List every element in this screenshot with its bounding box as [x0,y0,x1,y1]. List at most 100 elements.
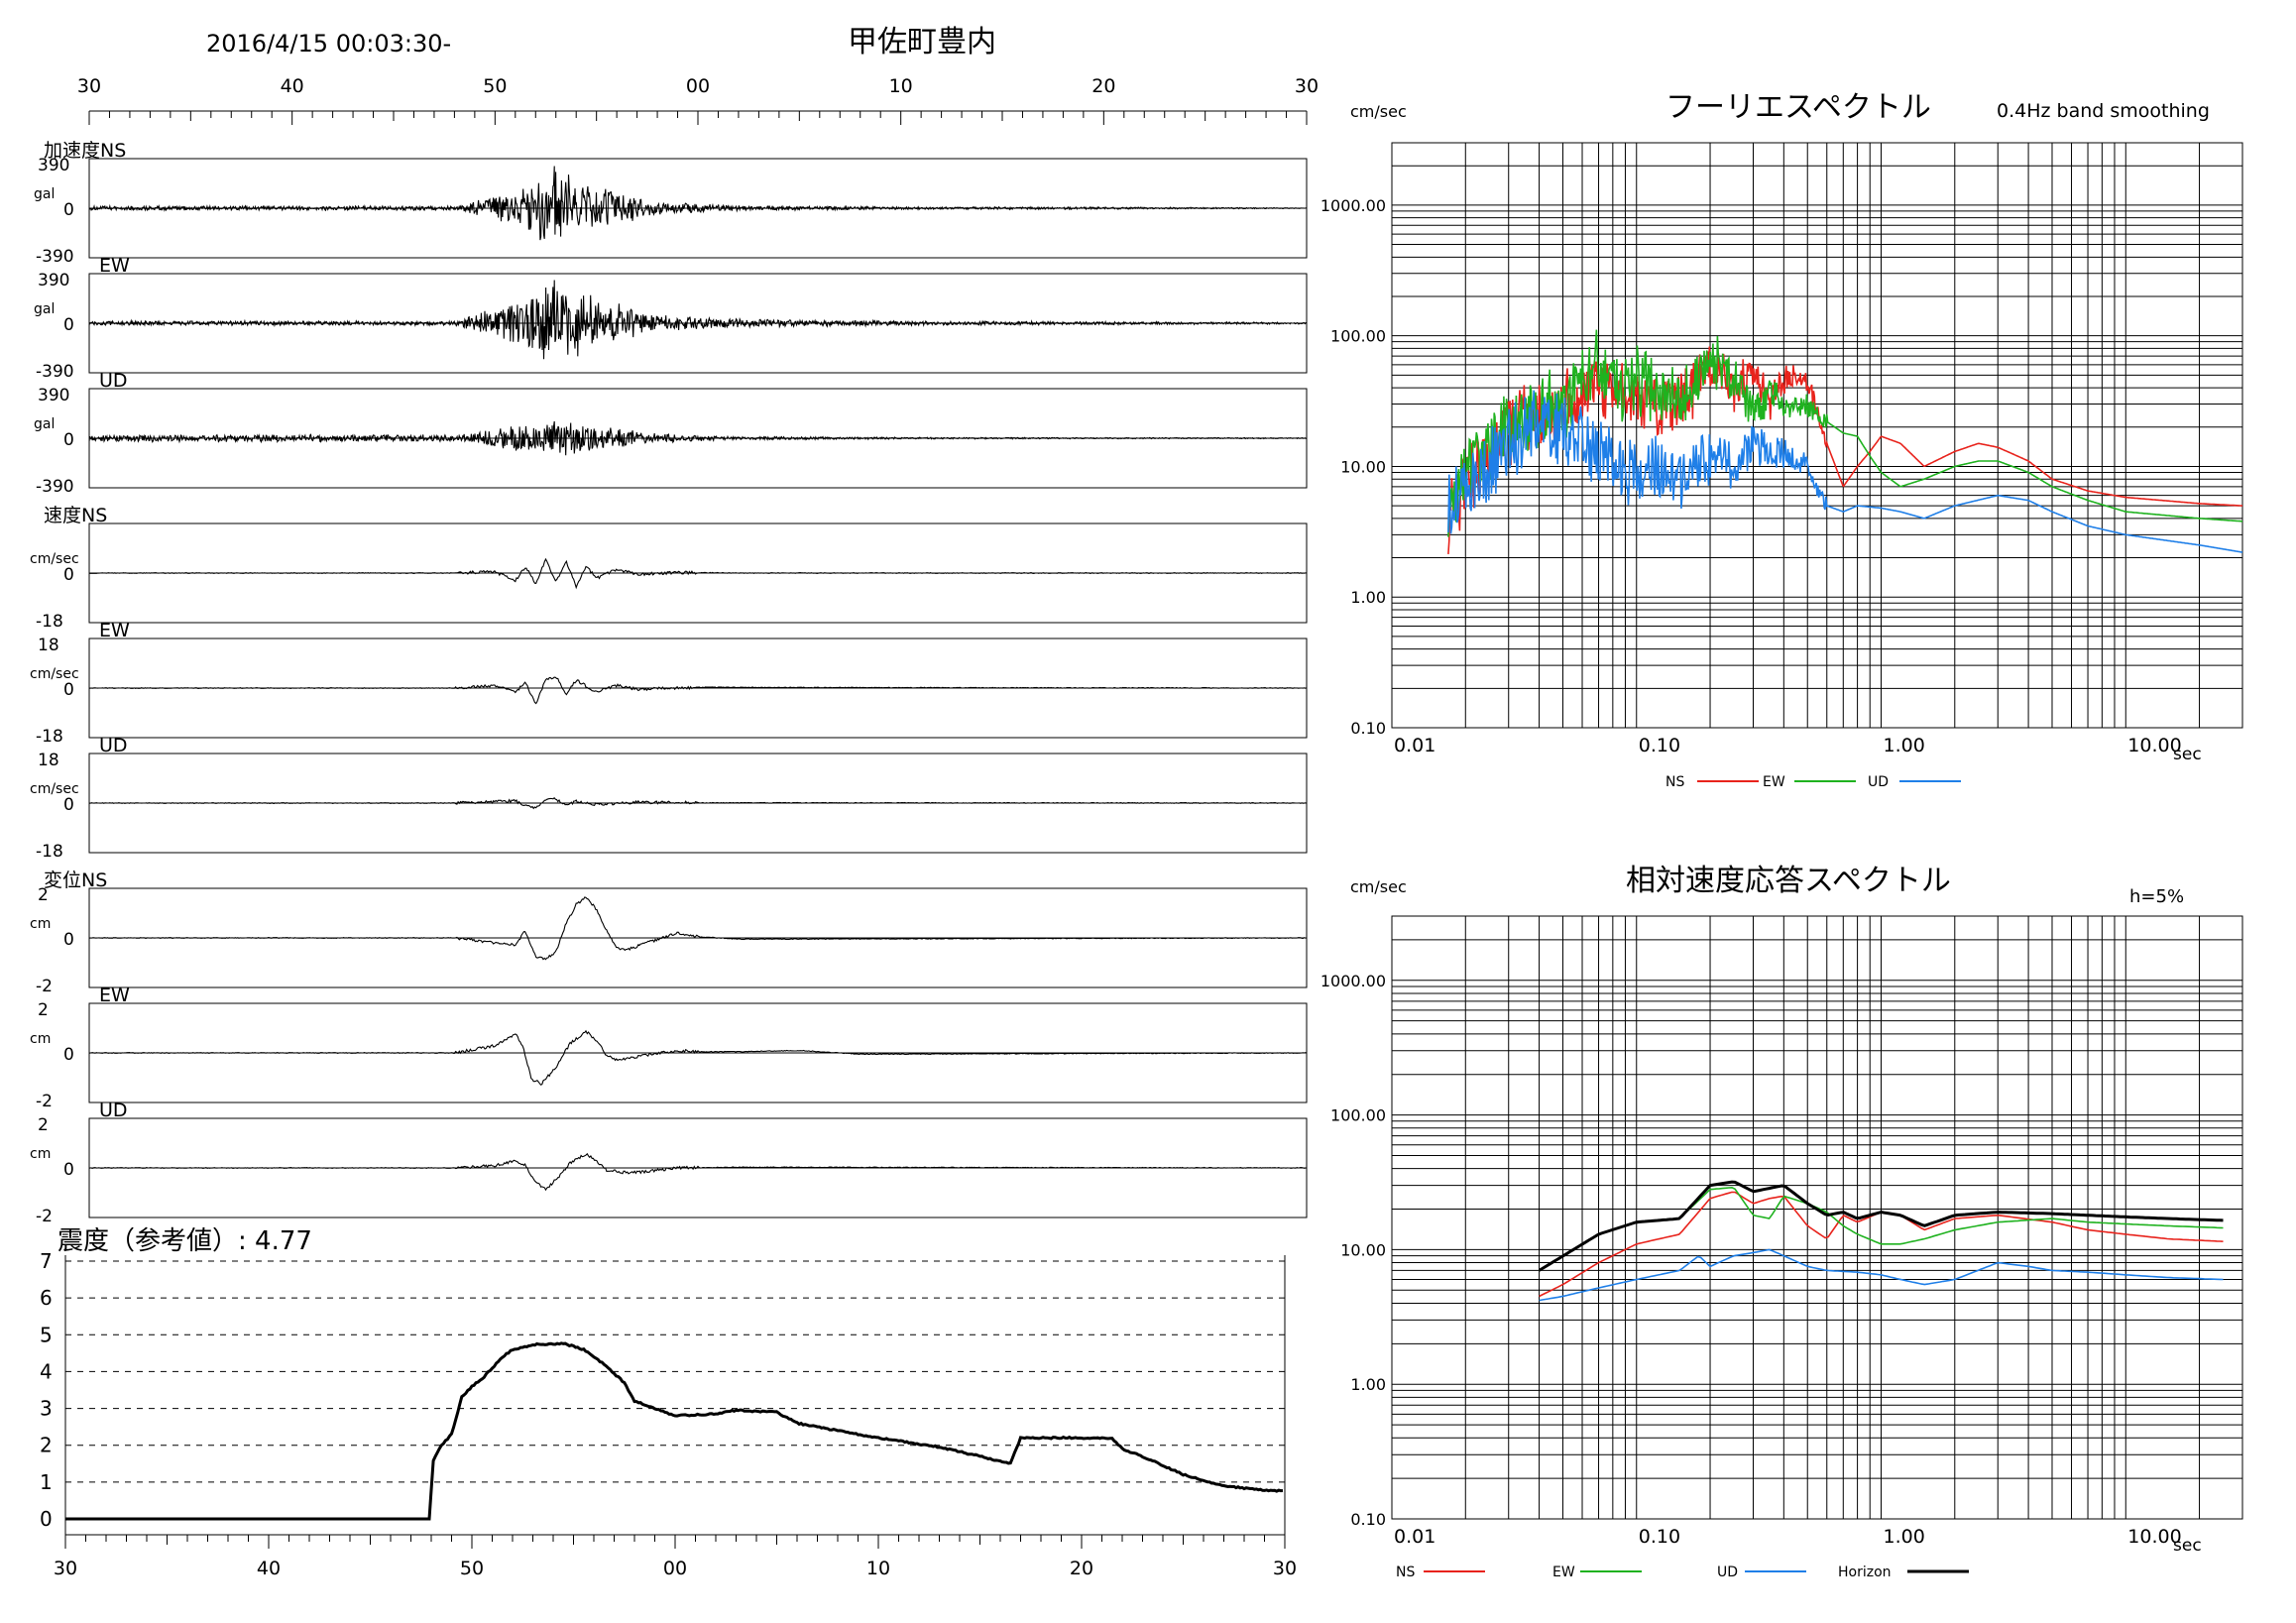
fourier-note: 0.4Hz band smoothing [1997,100,2210,122]
waveform-panel-6: UD 18 0 -18 cm/sec [30,735,1308,862]
waveform-zero-label: 0 [63,430,74,450]
intensity-y-label: 3 [40,1397,53,1421]
spectrum-x-label: 10.00 [2127,735,2181,756]
waveform-trace [88,1029,1308,1086]
waveform-ymin-label: -18 [36,727,63,747]
spectrum-x-label: 0.01 [1394,1526,1435,1548]
spectrum-x-label: 1.00 [1884,735,1925,756]
waveform-unit-label: cm [30,1031,51,1047]
intensity-x-label: 00 [663,1558,687,1579]
legend-label-ud: UD [1717,1565,1738,1580]
waveform-unit-label: cm/sec [30,551,79,567]
waveform-component-label: 変位NS [44,869,107,891]
spectrum-x-label: 0.10 [1639,1526,1680,1548]
intensity-y-label: 0 [40,1507,53,1531]
waveform-zero-label: 0 [63,565,74,585]
spectrum-y-label: 1.00 [1350,588,1386,607]
waveform-unit-label: gal [34,301,55,317]
waveform-ymin-label: -2 [36,977,53,996]
waveform-panel-4: 速度NS 0 -18 cm/sec [30,505,1308,632]
fourier-y-unit: cm/sec [1350,102,1407,121]
legend-label-ud: UD [1868,774,1889,790]
top-time-axis: 30 40 50 00 10 20 30 [77,75,1319,125]
spectrum-series-horizon [1538,1180,2224,1272]
waveform-trace [88,797,1308,810]
spectrum-series-ud [1539,1248,2224,1302]
top-axis-label: 20 [1091,75,1115,97]
spectrum-y-label: 1000.00 [1320,196,1386,215]
waveform-trace [88,896,1307,961]
top-axis-label: 30 [1295,75,1319,97]
intensity-y-label: 2 [40,1434,53,1457]
waveform-trace [88,1152,1308,1192]
waveform-ymax-label: 18 [38,751,59,770]
spectrum-y-label: 100.00 [1330,1106,1386,1125]
fourier-spectrum-chart: 0.10 1.00 10.00 100.00 1000.00 0.01 0.10 1.00 10… [1320,142,2243,790]
waveform-unit-label: cm [30,1146,51,1162]
waveform-ymax-label: 2 [38,1115,49,1135]
waveform-component-label: EW [99,985,130,1006]
spectrum-x-unit: sec [2173,1536,2202,1556]
waveform-trace [88,166,1308,241]
waveform-trace [88,280,1308,360]
waveform-panel-3: UD 390 0 -390 gal [34,370,1308,497]
waveform-ymax-label: 390 [38,386,69,406]
response-damping: h=5% [2129,886,2184,907]
top-axis-label: 40 [281,75,304,97]
waveform-unit-label: cm [30,916,51,932]
intensity-x-label: 10 [866,1558,890,1579]
intensity-y-label: 6 [40,1286,53,1310]
waveform-trace [88,420,1307,456]
intensity-y-label: 5 [40,1323,53,1346]
spectrum-x-unit: sec [2173,745,2202,764]
waveform-zero-label: 0 [63,1160,74,1180]
intensity-x-label: 50 [460,1558,484,1579]
legend-label-horizon: Horizon [1838,1565,1892,1580]
waveform-ymin-label: -2 [36,1207,53,1226]
waveform-zero-label: 0 [63,200,74,220]
waveform-ymin-label: -2 [36,1092,53,1111]
waveform-panel-2: EW 390 0 -390 gal [34,255,1308,382]
waveform-panel-5: EW 18 0 -18 cm/sec [30,620,1308,747]
waveform-panel-8: EW 2 0 -2 cm [30,985,1308,1111]
intensity-y-label: 1 [40,1470,53,1494]
response-y-unit: cm/sec [1350,877,1407,896]
intensity-label: 震度（参考値）: 4.77 [57,1226,312,1256]
spectrum-y-label: 10.00 [1340,457,1386,476]
spectrum-series-ud [1447,390,2243,553]
waveform-trace [88,676,1308,705]
waveform-ymin-label: -18 [36,612,63,632]
legend-label-ns: NS [1396,1565,1415,1580]
waveform-panels: 加速度NS3900-390galEW3900-390galUD3900-390g… [30,140,1308,1226]
waveform-unit-label: cm/sec [30,666,79,682]
waveform-component-label: UD [99,370,128,392]
intensity-x-label: 40 [257,1558,281,1579]
waveform-ymax-label: 390 [38,271,69,290]
waveform-ymin-label: -390 [36,247,74,267]
spectrum-y-label: 0.10 [1350,1510,1386,1529]
intensity-chart: 0 1 2 3 4 5 6 7 30 40 50 00 10 20 30 [40,1249,1297,1579]
waveform-component-label: EW [99,620,130,641]
spectrum-y-label: 100.00 [1330,327,1386,346]
top-axis-label: 00 [686,75,710,97]
waveform-panel-9: UD 2 0 -2 cm [30,1100,1308,1226]
waveform-unit-label: gal [34,186,55,202]
waveform-component-label: 速度NS [44,505,107,526]
waveform-zero-label: 0 [63,1045,74,1065]
station-title: 甲佐町豊内 [848,25,996,59]
waveform-unit-label: gal [34,416,55,432]
intensity-y-label: 7 [40,1249,53,1273]
waveform-component-label: UD [99,735,128,756]
fourier-title: フーリエスペクトル [1665,90,1931,125]
spectrum-y-label: 1.00 [1350,1375,1386,1394]
waveform-ymin-label: -390 [36,362,74,382]
intensity-x-label: 30 [1273,1558,1297,1579]
waveform-zero-label: 0 [63,680,74,700]
intensity-x-label: 20 [1070,1558,1093,1579]
waveform-ymax-label: 390 [38,156,69,175]
spectrum-series-ns [1447,346,2242,554]
waveform-ymax-label: 2 [38,885,49,905]
